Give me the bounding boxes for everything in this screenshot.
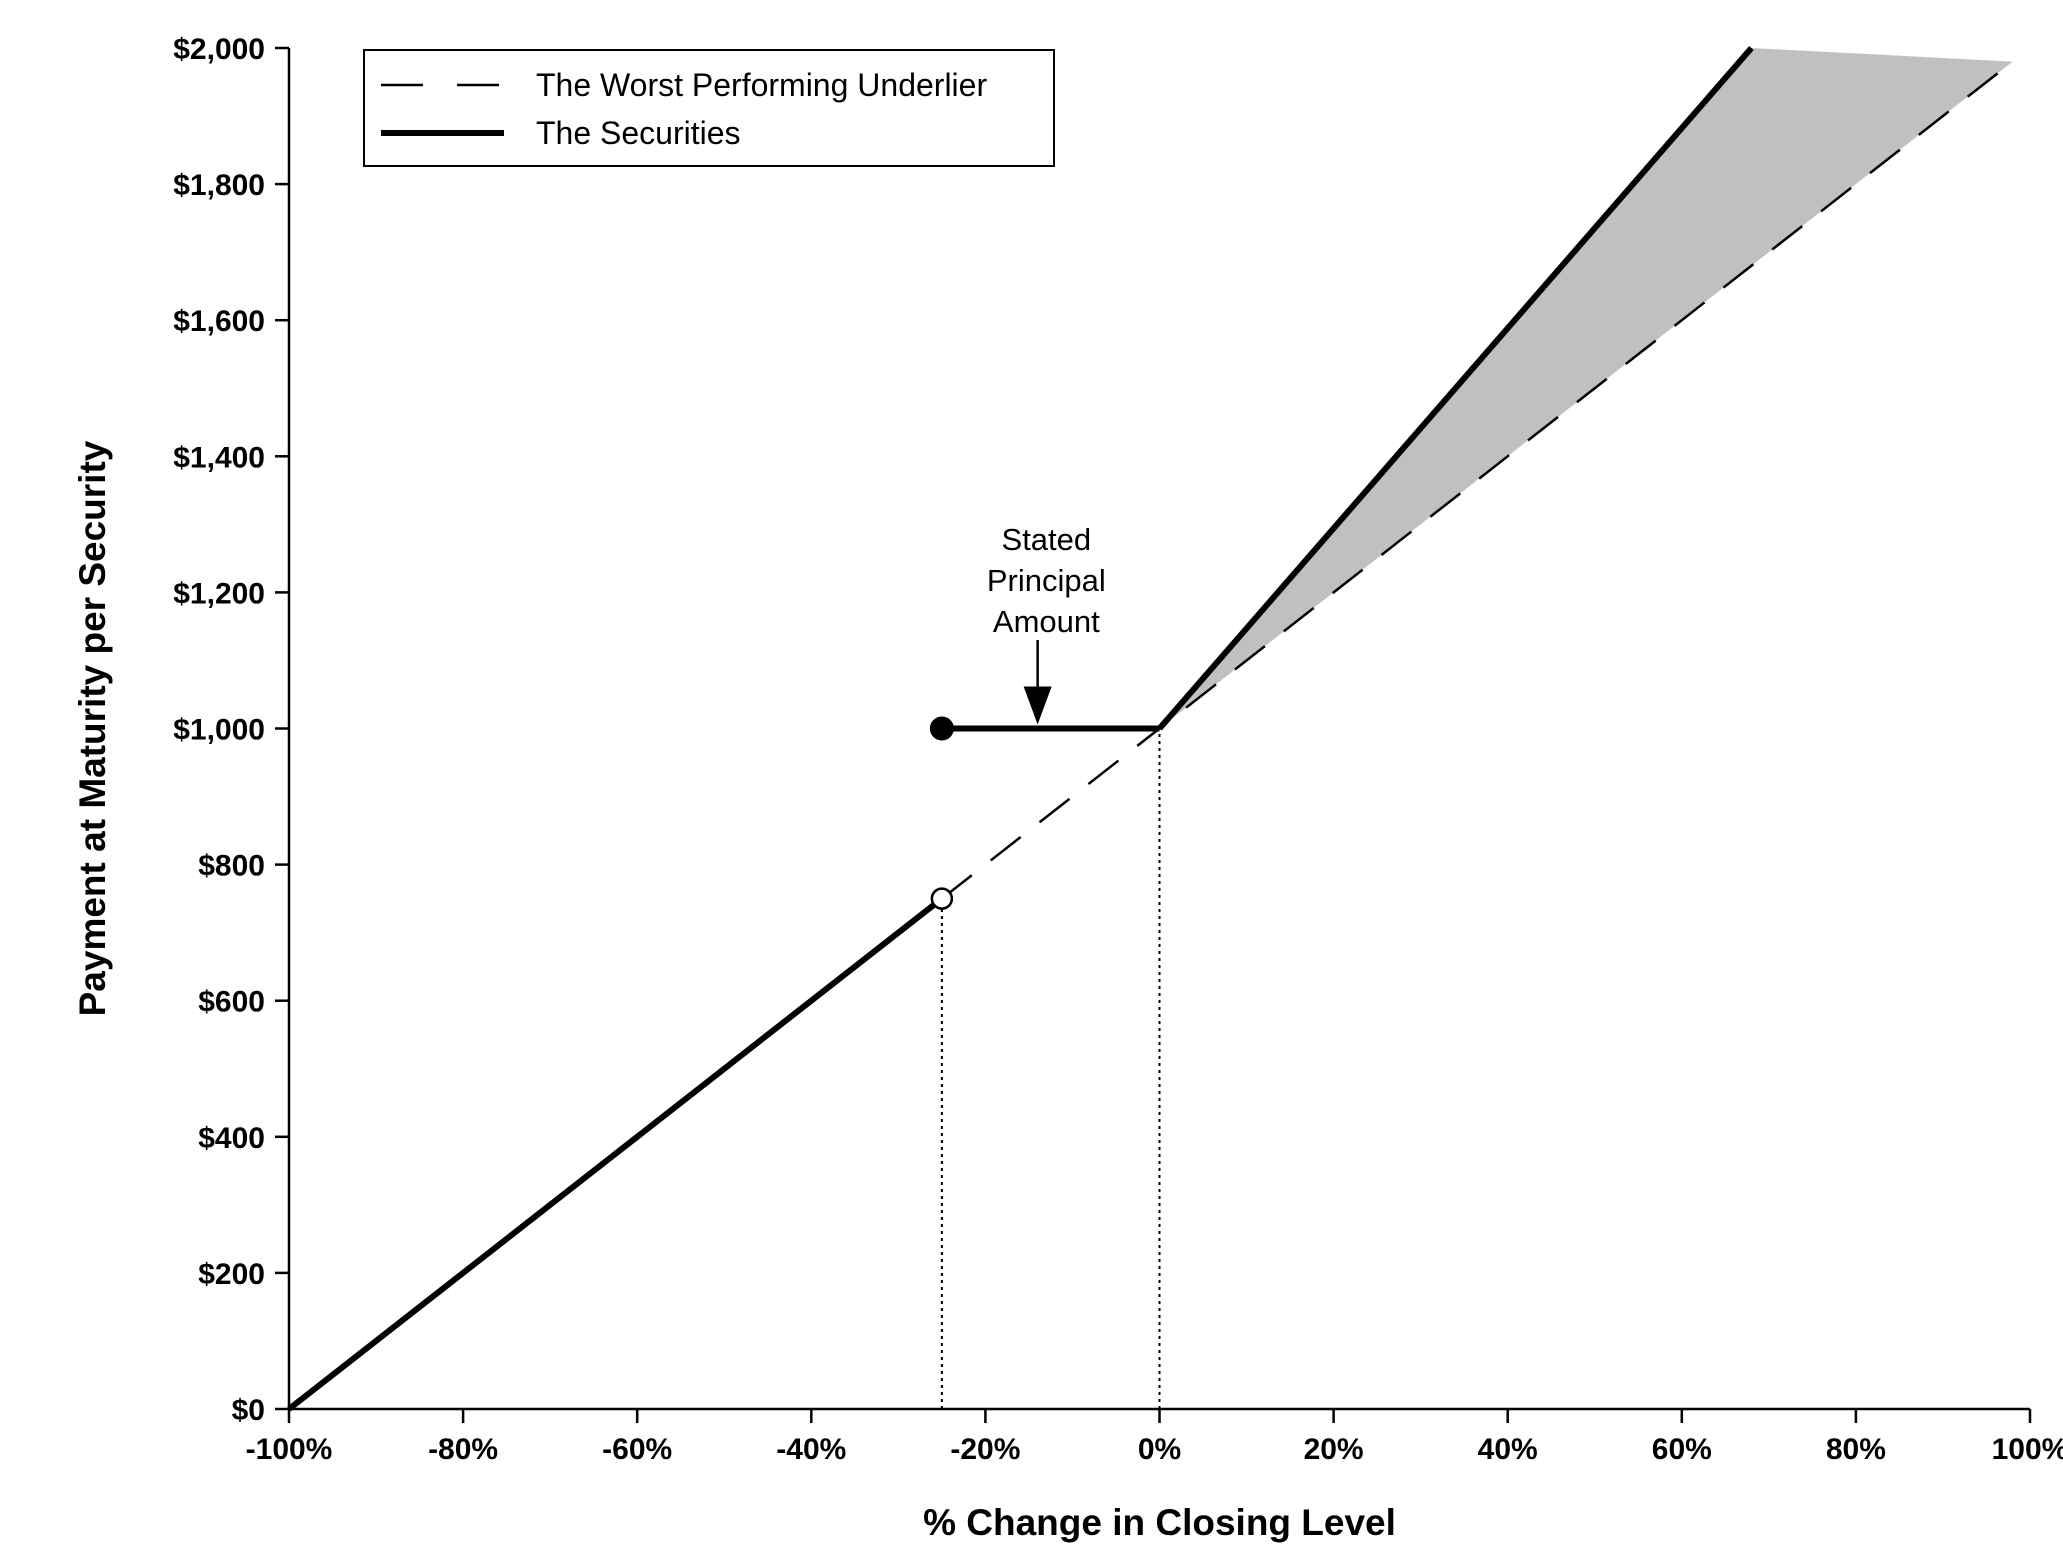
markers-layer: [929, 716, 954, 910]
series-securities-segment-1: [287, 896, 944, 1412]
y-axis-title: Payment at Maturity per Security: [72, 440, 113, 1016]
legend-label-worst-performing-underlier: The Worst Performing Underlier: [536, 67, 987, 103]
x-tick-label: 0%: [1138, 1433, 1181, 1466]
y-tick-label: $400: [198, 1122, 265, 1155]
y-tick-label: $0: [232, 1394, 265, 1427]
open-marker: [930, 887, 954, 910]
filled-marker: [929, 716, 954, 741]
x-tick-label: -80%: [428, 1433, 498, 1466]
reference-lines-layer: [940, 728, 1161, 1409]
shaded-region: [1159, 48, 2013, 729]
axes-layer: -100% -80% -60% -40% -20% 0% 20% 40% 60% 80% 100% $…: [173, 33, 2063, 1466]
legend-box: [363, 49, 1055, 167]
annotation-arrow-head: [1023, 686, 1052, 725]
x-axis-title: % Change in Closing Level: [923, 1502, 1396, 1543]
y-tick-label: $200: [198, 1258, 265, 1291]
annotation-layer: Stated Principal Amount: [987, 522, 1106, 725]
y-tick-label: $2,000: [173, 33, 265, 66]
y-tick-label: $1,000: [173, 714, 265, 747]
series-layer: [287, 46, 2014, 1412]
x-tick-label: 100%: [1992, 1433, 2063, 1466]
x-tick-label: -20%: [950, 1433, 1020, 1466]
x-tick-label: 40%: [1478, 1433, 1538, 1466]
y-tick-label: $1,800: [173, 169, 265, 202]
y-tick-label: $1,200: [173, 577, 265, 610]
legend: The Worst Performing Underlier The Securi…: [363, 49, 1055, 167]
legend-label-securities: The Securities: [536, 115, 741, 151]
series-securities-segment-3: [1157, 46, 1754, 731]
shaded-region-layer: [1159, 48, 2013, 729]
x-tick-label: -60%: [602, 1433, 672, 1466]
x-tick-label: 80%: [1826, 1433, 1886, 1466]
x-tick-label: 20%: [1304, 1433, 1364, 1466]
annotation-text: Stated Principal Amount: [987, 522, 1106, 639]
annotation-line: Principal: [987, 563, 1106, 598]
y-tick-label: $800: [198, 850, 265, 883]
y-tick-label: $600: [198, 986, 265, 1019]
annotation-line: Stated: [1002, 522, 1092, 557]
x-tick-label: -40%: [776, 1433, 846, 1466]
x-tick-label: 60%: [1652, 1433, 1712, 1466]
x-tick-label: -100%: [246, 1433, 333, 1466]
y-tick-label: $1,400: [173, 441, 265, 474]
y-tick-label: $1,600: [173, 305, 265, 338]
annotation-line: Amount: [993, 604, 1100, 639]
